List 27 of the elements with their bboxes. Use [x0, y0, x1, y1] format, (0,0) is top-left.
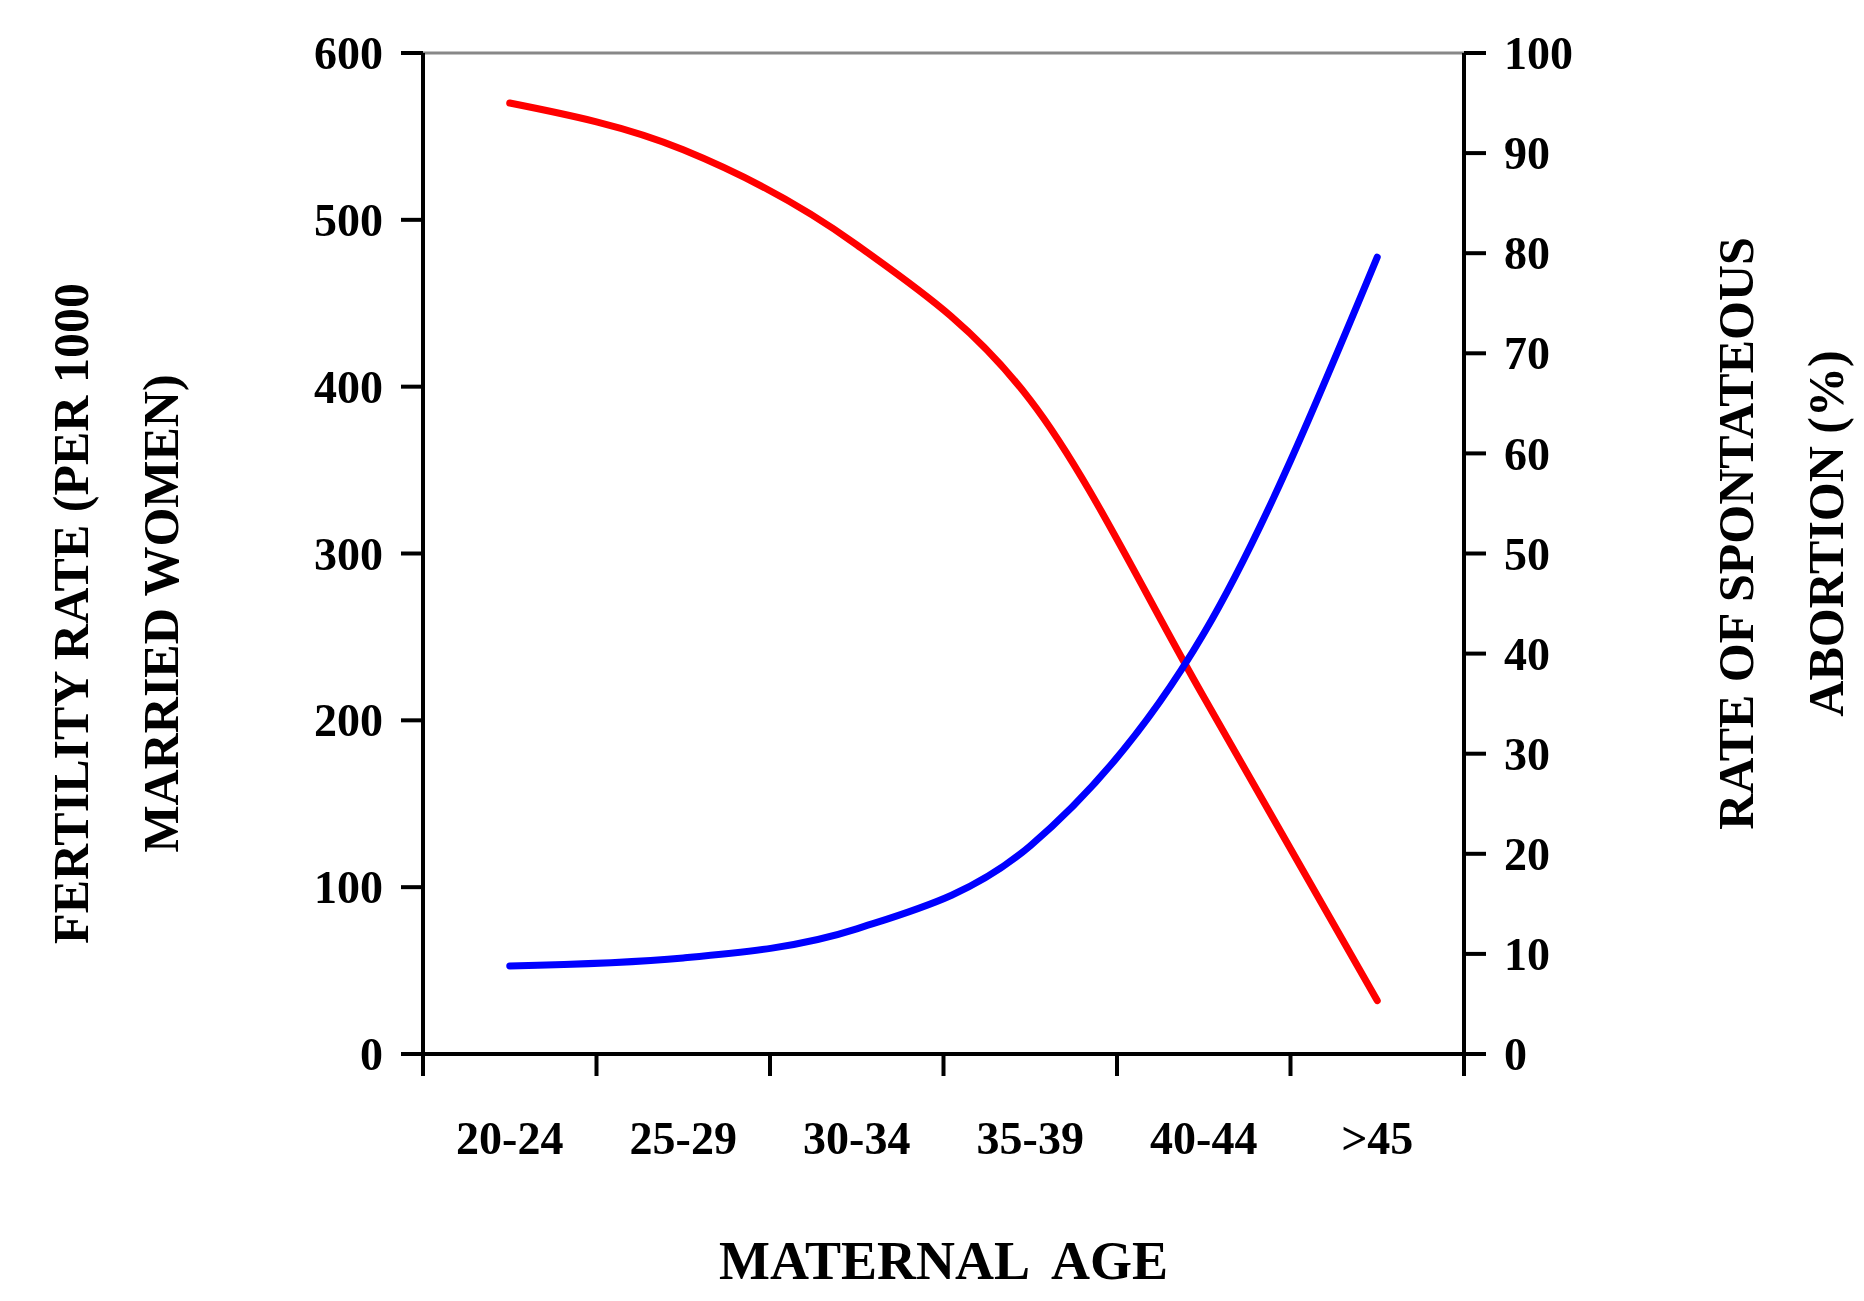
y2-tick-label: 20	[1504, 828, 1550, 880]
y2-tick-label: 100	[1504, 28, 1573, 80]
y-tick-label: 300	[314, 528, 383, 580]
y-tick-label: 100	[314, 862, 383, 914]
x-tick-label: 40-44	[1150, 1113, 1258, 1164]
y-tick-label: 200	[314, 695, 383, 747]
y2-tick-label: 50	[1504, 528, 1550, 580]
y-tick-label: 0	[360, 1029, 383, 1081]
y2-axis-title: RATE OF SPONTATEOUS ABORTION (%)	[1708, 237, 1854, 830]
x-tick-label: 25-29	[629, 1113, 737, 1164]
x-tick-label: 20-24	[456, 1113, 564, 1164]
x-tick-label: 30-34	[803, 1113, 911, 1164]
y-axis-title: FERTILITY RATE (PER 1000 MARRIED WOMEN)	[43, 283, 189, 944]
y-tick-label: 400	[314, 361, 383, 413]
y2-tick-label: 0	[1504, 1029, 1527, 1081]
y2-tick-label: 90	[1504, 128, 1550, 180]
y2-tick-label: 80	[1504, 228, 1550, 280]
x-axis-title: MATERNAL AGE	[718, 1231, 1169, 1291]
x-tick-label: 35-39	[976, 1113, 1084, 1164]
y2-tick-label: 10	[1504, 929, 1550, 980]
x-tick-label: >45	[1341, 1113, 1414, 1164]
y2-tick-label: 70	[1504, 328, 1550, 380]
y2-tick-label: 40	[1504, 628, 1550, 680]
y-tick-label: 500	[314, 194, 383, 246]
y-tick-label: 600	[314, 28, 383, 80]
y2-tick-label: 60	[1504, 428, 1550, 480]
y2-tick-label: 30	[1504, 728, 1550, 780]
